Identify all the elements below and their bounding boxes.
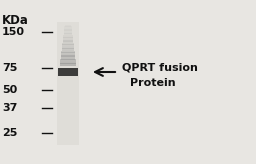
Bar <box>61 56 75 58</box>
Bar <box>60 59 76 61</box>
Bar <box>61 52 75 54</box>
Bar <box>63 36 73 38</box>
Text: 37: 37 <box>2 103 17 113</box>
Bar <box>61 54 75 56</box>
Bar <box>63 33 72 35</box>
Bar <box>57 22 79 145</box>
Text: 50: 50 <box>2 85 17 95</box>
Bar <box>60 65 76 66</box>
Bar <box>58 68 78 76</box>
Bar <box>63 40 73 42</box>
Text: Protein: Protein <box>130 78 176 88</box>
Bar <box>60 61 76 62</box>
Bar <box>63 39 73 41</box>
Bar <box>62 45 74 47</box>
Bar <box>65 26 72 28</box>
Bar <box>63 35 73 36</box>
Bar <box>61 55 75 57</box>
Bar <box>62 47 74 49</box>
Bar <box>64 32 72 34</box>
Bar <box>62 44 74 46</box>
Text: KDa: KDa <box>2 14 29 27</box>
Bar <box>61 51 75 53</box>
Bar <box>64 31 72 32</box>
Bar <box>62 41 73 43</box>
Bar <box>65 25 71 27</box>
Text: 150: 150 <box>2 27 25 37</box>
Bar <box>60 63 76 65</box>
Bar <box>60 62 76 64</box>
Bar <box>63 37 73 39</box>
Text: QPRT fusion: QPRT fusion <box>122 63 198 73</box>
Bar <box>64 28 72 30</box>
Bar <box>64 29 72 31</box>
Bar <box>61 50 74 51</box>
Text: 25: 25 <box>2 128 17 138</box>
Bar <box>62 48 74 50</box>
Bar <box>60 58 76 60</box>
Bar <box>62 43 74 45</box>
Text: 75: 75 <box>2 63 17 73</box>
